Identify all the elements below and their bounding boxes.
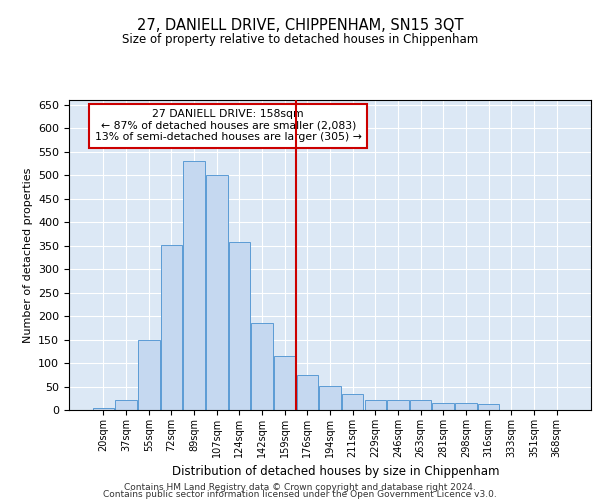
Bar bbox=[387, 400, 409, 410]
Bar bbox=[365, 400, 386, 410]
Bar bbox=[296, 375, 318, 410]
Bar bbox=[115, 400, 137, 410]
Bar bbox=[138, 340, 160, 410]
Text: 27, DANIELL DRIVE, CHIPPENHAM, SN15 3QT: 27, DANIELL DRIVE, CHIPPENHAM, SN15 3QT bbox=[137, 18, 463, 32]
Bar bbox=[455, 403, 476, 410]
Bar bbox=[319, 386, 341, 410]
Bar bbox=[206, 175, 227, 410]
Y-axis label: Number of detached properties: Number of detached properties bbox=[23, 168, 32, 342]
Bar bbox=[410, 400, 431, 410]
Text: 27 DANIELL DRIVE: 158sqm
← 87% of detached houses are smaller (2,083)
13% of sem: 27 DANIELL DRIVE: 158sqm ← 87% of detach… bbox=[95, 110, 362, 142]
Text: Contains public sector information licensed under the Open Government Licence v3: Contains public sector information licen… bbox=[103, 490, 497, 499]
Bar bbox=[433, 403, 454, 410]
Bar bbox=[93, 408, 114, 410]
Bar bbox=[342, 394, 364, 410]
Bar bbox=[229, 242, 250, 410]
Text: Distribution of detached houses by size in Chippenham: Distribution of detached houses by size … bbox=[172, 464, 500, 477]
Bar bbox=[478, 404, 499, 410]
Text: Contains HM Land Registry data © Crown copyright and database right 2024.: Contains HM Land Registry data © Crown c… bbox=[124, 484, 476, 492]
Text: Size of property relative to detached houses in Chippenham: Size of property relative to detached ho… bbox=[122, 32, 478, 46]
Bar bbox=[274, 356, 295, 410]
Bar bbox=[184, 161, 205, 410]
Bar bbox=[251, 323, 273, 410]
Bar bbox=[161, 244, 182, 410]
